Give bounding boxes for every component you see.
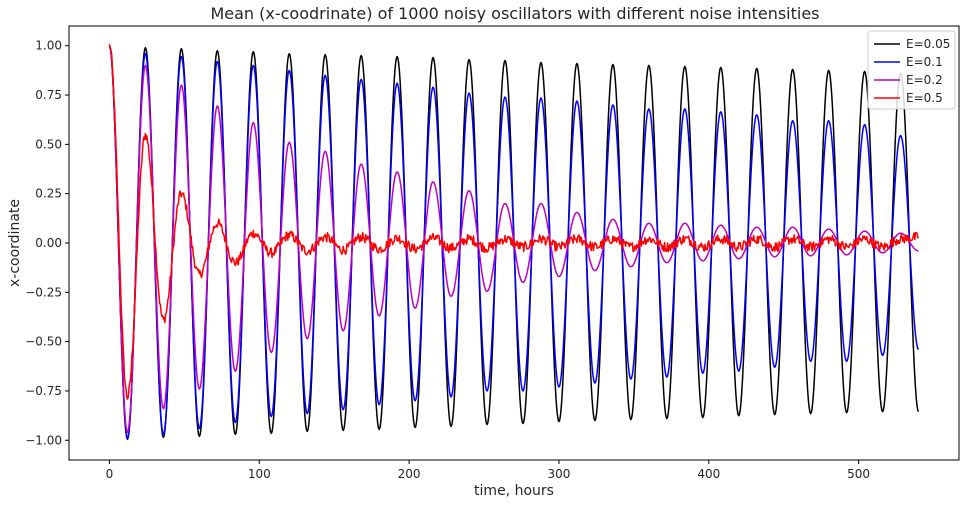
legend-label-0: E=0.05: [906, 37, 950, 51]
series-line-3: [108, 44, 920, 400]
x-tick-label: 100: [248, 467, 271, 481]
x-tick-label: 500: [847, 467, 870, 481]
y-tick-label: 1.00: [35, 39, 62, 53]
y-tick-label: −0.75: [25, 384, 62, 398]
y-tick-label: 0.75: [35, 88, 62, 102]
y-tick-label: 0.25: [35, 187, 62, 201]
y-axis: −1.00 −0.75 −0.50 −0.25 0.00 0.25 0.50 0.75 1.00: [25, 39, 69, 447]
x-tick-label: 400: [697, 467, 720, 481]
legend-label-2: E=0.2: [906, 73, 943, 87]
x-tick-label: 200: [398, 467, 421, 481]
chart-title: Mean (x-coodrinate) of 1000 noisy oscill…: [210, 4, 819, 23]
y-tick-label: 0.00: [35, 236, 62, 250]
y-tick-label: −0.25: [25, 285, 62, 299]
plot-area: [68, 25, 960, 461]
x-axis: 0 100 200 300 400 500: [106, 460, 870, 481]
x-tick-label: 0: [106, 467, 114, 481]
legend: E=0.05 E=0.1 E=0.2 E=0.5: [867, 30, 956, 110]
y-tick-label: −1.00: [25, 433, 62, 447]
y-tick-label: 0.50: [35, 137, 62, 151]
legend-label-1: E=0.1: [906, 55, 943, 69]
legend-label-3: E=0.5: [906, 91, 943, 105]
y-tick-label: −0.50: [25, 335, 62, 349]
legend-box: [867, 30, 956, 110]
x-axis-title: time, hours: [474, 483, 554, 499]
y-axis-title: x-coordinate: [7, 199, 23, 287]
series-layer: [108, 44, 920, 441]
x-tick-label: 300: [547, 467, 570, 481]
